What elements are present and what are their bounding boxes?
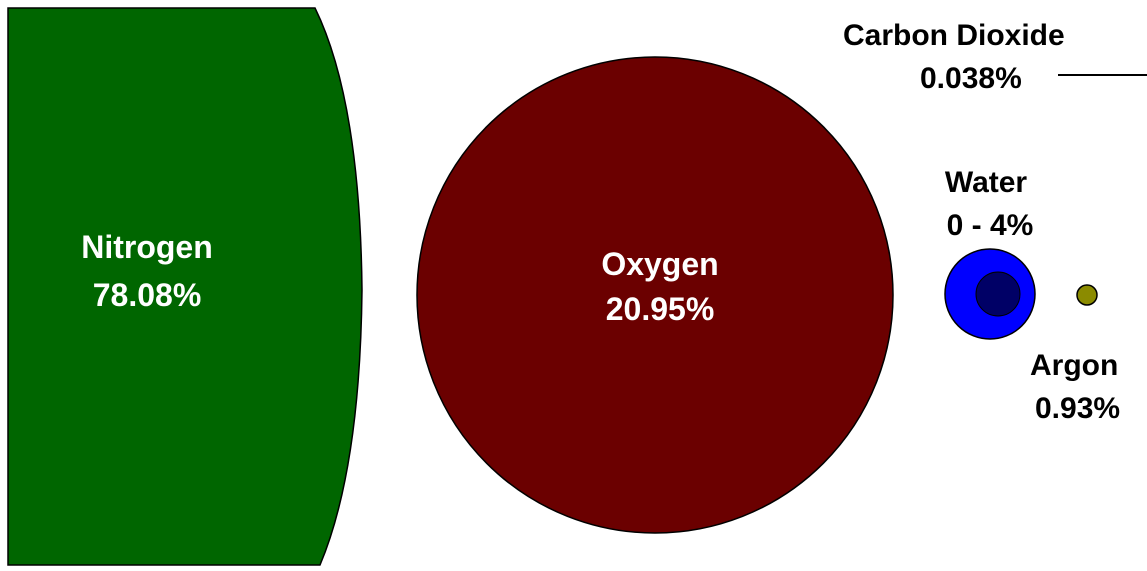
carbon-dioxide-name: Carbon Dioxide (843, 19, 1065, 52)
water-value: 0 - 4% (947, 209, 1034, 242)
argon-value: 0.93% (1035, 392, 1120, 425)
water-inner-circle (975, 271, 1021, 317)
oxygen-value: 20.95% (606, 291, 715, 327)
carbon-dioxide-value: 0.038% (920, 62, 1022, 95)
argon-circle (1076, 284, 1098, 306)
argon-name: Argon (1030, 349, 1118, 382)
oxygen-circle (416, 56, 894, 534)
water-name: Water (945, 166, 1028, 199)
nitrogen-name: Nitrogen (81, 229, 213, 265)
nitrogen-circle (7, 7, 363, 566)
nitrogen-value: 78.08% (93, 277, 202, 313)
oxygen-name: Oxygen (601, 246, 718, 282)
